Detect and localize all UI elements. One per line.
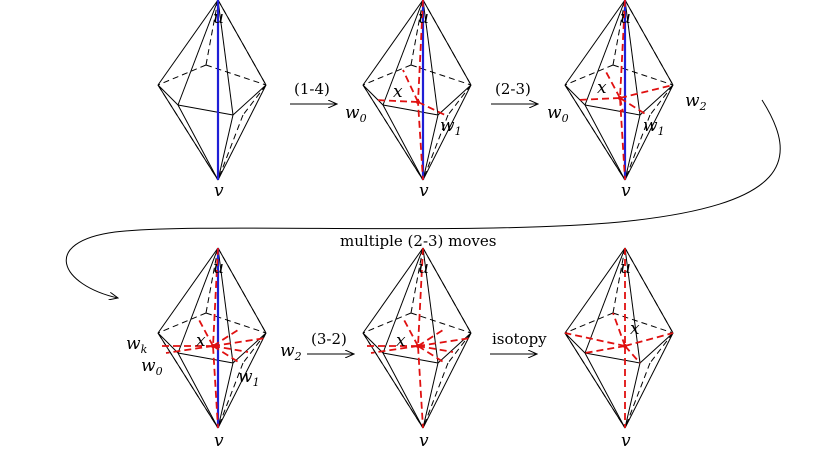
move-label-isotopy: isotopy bbox=[492, 330, 547, 348]
vertex-u-label: u bbox=[418, 8, 429, 28]
figure-after-isotopy bbox=[564, 247, 674, 429]
vertex-w1-label: w1 bbox=[238, 367, 260, 389]
figure-after-2-3 bbox=[564, 0, 674, 181]
vertex-w0-label: w0 bbox=[141, 356, 163, 378]
vertex-w2-label: w2 bbox=[685, 91, 707, 113]
vertex-v-label: v bbox=[621, 431, 631, 451]
vertex-v-label: v bbox=[214, 431, 224, 451]
vertex-x-label: x bbox=[393, 82, 403, 102]
vertex-u-label: u bbox=[418, 258, 429, 278]
curved-arrow-icon bbox=[65, 99, 781, 298]
vertex-v-label: v bbox=[419, 181, 429, 201]
figure-after-1-4 bbox=[362, 0, 472, 181]
move-label-3-2: (3-2) bbox=[311, 330, 347, 348]
vertex-x-label: x bbox=[196, 331, 206, 351]
figure-initial bbox=[157, 0, 267, 181]
vertex-v-label: v bbox=[214, 181, 224, 201]
vertex-v-label: v bbox=[419, 431, 429, 451]
move-label-multiple-2-3: multiple (2-3) moves bbox=[340, 232, 496, 250]
vertex-u-label: u bbox=[620, 258, 631, 278]
vertex-x-label: x bbox=[630, 319, 640, 339]
move-label-1-4: (1-4) bbox=[294, 80, 330, 98]
vertex-u-label: u bbox=[213, 258, 224, 278]
vertex-v-label: v bbox=[621, 181, 631, 201]
figure-after-multiple-2-3 bbox=[157, 247, 267, 429]
vertex-w0-label: w0 bbox=[345, 103, 367, 125]
move-label-2-3: (2-3) bbox=[495, 80, 531, 98]
vertex-u-label: u bbox=[620, 8, 631, 28]
vertex-wk-label: wk bbox=[126, 334, 148, 356]
vertex-w1-label: w1 bbox=[440, 116, 462, 138]
vertex-w2-label: w2 bbox=[280, 341, 302, 363]
vertex-w1-label: w1 bbox=[643, 116, 665, 138]
figure-after-3-2 bbox=[362, 247, 472, 429]
vertex-w0-label: w0 bbox=[547, 103, 569, 125]
vertex-x-label: x bbox=[597, 78, 607, 98]
vertex-x-label: x bbox=[396, 331, 406, 351]
vertex-u-label: u bbox=[213, 8, 224, 28]
